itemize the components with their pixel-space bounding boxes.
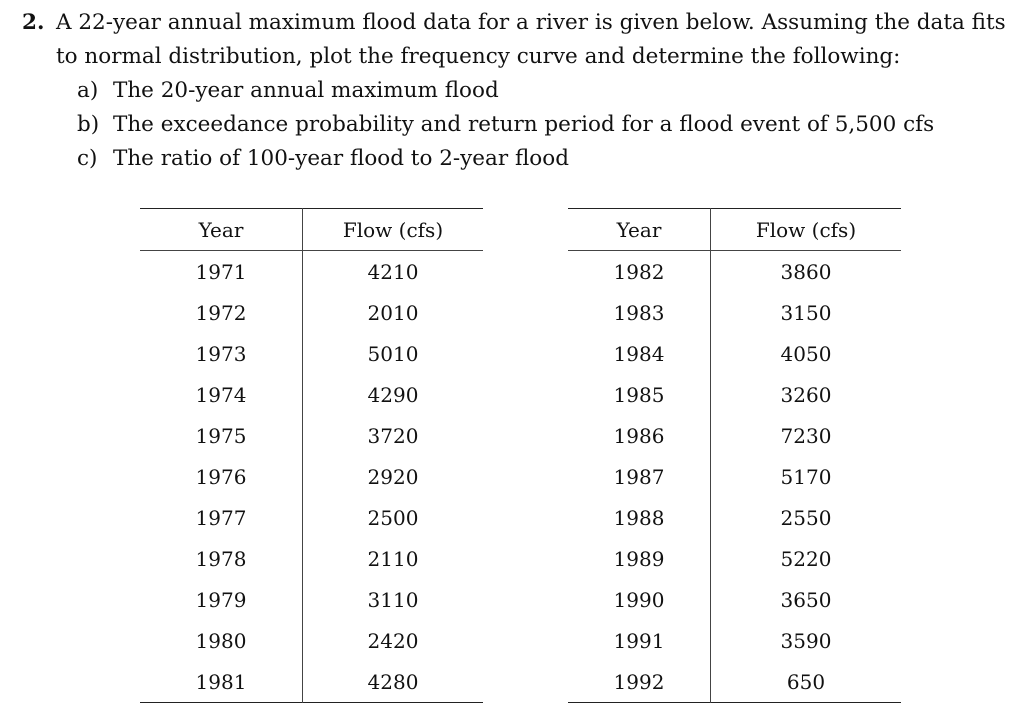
year-cell: 1972 bbox=[140, 292, 303, 333]
year-cell: 1990 bbox=[568, 579, 711, 620]
sub-question-letter: a) bbox=[77, 78, 99, 103]
table-row: 1989 5220 bbox=[568, 538, 901, 579]
year-cell: 1986 bbox=[568, 415, 711, 456]
year-cell: 1976 bbox=[140, 456, 303, 497]
sub-question-letter: b) bbox=[77, 112, 100, 137]
flow-cell: 2010 bbox=[367, 300, 419, 325]
table-row: 1991 3590 bbox=[568, 620, 901, 661]
flow-cell: 4050 bbox=[780, 341, 832, 366]
flow-cell: 2500 bbox=[367, 505, 419, 530]
flow-cell: 2420 bbox=[367, 628, 419, 653]
table-row: 1980 2420 bbox=[140, 620, 483, 661]
flow-cell: 3720 bbox=[367, 423, 419, 448]
table-row: 1985 3260 bbox=[568, 374, 901, 415]
flow-cell: 5170 bbox=[780, 464, 832, 489]
year-cell: 1987 bbox=[568, 456, 711, 497]
table-header-row: Year Flow (cfs) bbox=[140, 208, 483, 251]
sub-question-letter: c) bbox=[77, 146, 98, 171]
flow-cell: 5220 bbox=[780, 546, 832, 571]
year-cell: 1974 bbox=[140, 374, 303, 415]
year-cell: 1973 bbox=[140, 333, 303, 374]
year-cell: 1984 bbox=[568, 333, 711, 374]
flow-cell: 3650 bbox=[780, 587, 832, 612]
table-row: 1979 3110 bbox=[140, 579, 483, 620]
year-cell: 1980 bbox=[140, 620, 303, 661]
flow-cell: 4280 bbox=[367, 669, 419, 694]
flow-cell: 2920 bbox=[367, 464, 419, 489]
flow-cell: 2550 bbox=[780, 505, 832, 530]
year-cell: 1981 bbox=[140, 661, 303, 703]
year-cell: 1975 bbox=[140, 415, 303, 456]
table-header-row: Year Flow (cfs) bbox=[568, 208, 901, 251]
sub-question-text: The exceedance probability and return pe… bbox=[113, 112, 935, 137]
year-cell: 1971 bbox=[140, 250, 303, 292]
year-cell: 1979 bbox=[140, 579, 303, 620]
table-row: 1971 4210 bbox=[140, 250, 483, 292]
table-body: 1971 4210 1972 2010 1973 5010 1974 4290 1975 3720… bbox=[140, 250, 483, 703]
table-row: 1974 4290 bbox=[140, 374, 483, 415]
sub-question-text: The 20-year annual maximum flood bbox=[113, 78, 499, 103]
table-body: 1982 3860 1983 3150 1984 4050 1985 3260 1986 7230… bbox=[568, 250, 901, 703]
table-row: 1988 2550 bbox=[568, 497, 901, 538]
table-row: 1981 4280 bbox=[140, 661, 483, 703]
table-row: 1975 3720 bbox=[140, 415, 483, 456]
sub-question-text: The ratio of 100-year flood to 2-year fl… bbox=[113, 146, 569, 171]
table-row: 1976 2920 bbox=[140, 456, 483, 497]
flow-table-left: Year Flow (cfs) 1971 4210 1972 2010 1973 5010… bbox=[140, 208, 483, 703]
year-column-header: Year bbox=[140, 208, 303, 251]
flow-cell: 3110 bbox=[367, 587, 419, 612]
year-cell: 1991 bbox=[568, 620, 711, 661]
flow-cell: 3860 bbox=[780, 259, 832, 284]
year-cell: 1992 bbox=[568, 661, 711, 703]
question-text-line-2: to normal distribution, plot the frequen… bbox=[56, 44, 901, 69]
year-cell: 1988 bbox=[568, 497, 711, 538]
table-row: 1977 2500 bbox=[140, 497, 483, 538]
table-row: 1983 3150 bbox=[568, 292, 901, 333]
year-cell: 1989 bbox=[568, 538, 711, 579]
sub-question-a: a) The 20-year annual maximum flood bbox=[22, 74, 1012, 108]
question-number: 2. bbox=[22, 10, 45, 35]
year-cell: 1977 bbox=[140, 497, 303, 538]
year-cell: 1982 bbox=[568, 250, 711, 292]
year-column-header: Year bbox=[568, 208, 711, 251]
table-row: 1978 2110 bbox=[140, 538, 483, 579]
flow-cell: 3260 bbox=[780, 382, 832, 407]
table-row: 1986 7230 bbox=[568, 415, 901, 456]
flow-cell: 4210 bbox=[367, 259, 419, 284]
flow-table-right: Year Flow (cfs) 1982 3860 1983 3150 1984 4050… bbox=[568, 208, 901, 703]
flow-column-header: Flow (cfs) bbox=[710, 208, 901, 251]
flow-cell: 3590 bbox=[780, 628, 832, 653]
table-row: 1984 4050 bbox=[568, 333, 901, 374]
flow-cell: 2110 bbox=[367, 546, 419, 571]
question-line-1: 2. A 22-year annual maximum flood data fo… bbox=[22, 6, 1012, 40]
flow-cell: 5010 bbox=[367, 341, 419, 366]
table-row: 1972 2010 bbox=[140, 292, 483, 333]
question-text-line-1: A 22-year annual maximum flood data for … bbox=[56, 10, 1006, 35]
flow-cell: 7230 bbox=[780, 423, 832, 448]
table-row: 1992 650 bbox=[568, 661, 901, 703]
question-block: 2. A 22-year annual maximum flood data fo… bbox=[22, 6, 1012, 176]
sub-question-b: b) The exceedance probability and return … bbox=[22, 108, 1012, 142]
flow-column-header: Flow (cfs) bbox=[302, 208, 483, 251]
year-cell: 1983 bbox=[568, 292, 711, 333]
table-row: 1990 3650 bbox=[568, 579, 901, 620]
table-row: 1987 5170 bbox=[568, 456, 901, 497]
table-row: 1973 5010 bbox=[140, 333, 483, 374]
flow-cell: 3150 bbox=[780, 300, 832, 325]
flow-cell: 650 bbox=[786, 669, 826, 694]
year-cell: 1978 bbox=[140, 538, 303, 579]
flow-cell: 4290 bbox=[367, 382, 419, 407]
year-cell: 1985 bbox=[568, 374, 711, 415]
table-row: 1982 3860 bbox=[568, 250, 901, 292]
sub-question-c: c) The ratio of 100-year flood to 2-year … bbox=[22, 142, 1012, 176]
